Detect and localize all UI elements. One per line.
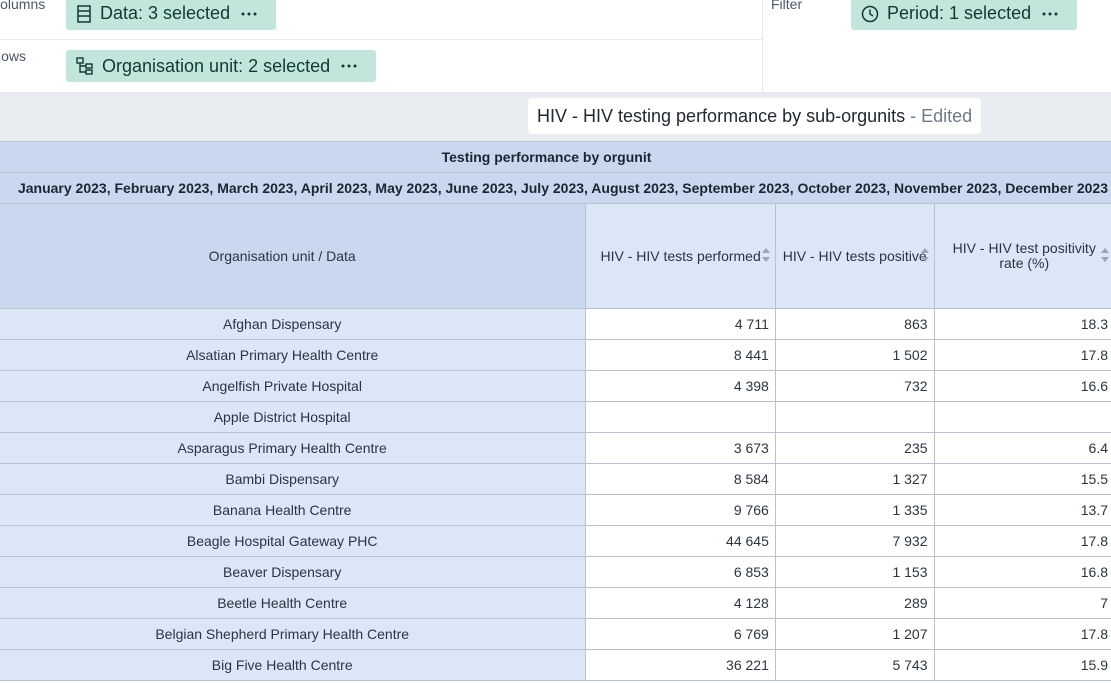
value-cell: 36 221	[585, 649, 776, 681]
period-chip[interactable]: Period: 1 selected	[851, 0, 1078, 30]
corner-header: Organisation unit / Data	[0, 203, 587, 309]
row-label: Beaver Dispensary	[0, 556, 587, 588]
sort-icon[interactable]	[761, 247, 771, 263]
rows-label: Rows	[0, 48, 27, 64]
value-cell: 1 153	[774, 556, 935, 588]
row-label: Angelfish Private Hospital	[0, 370, 587, 402]
row-label: Afghan Dispensary	[0, 308, 587, 340]
value-cell	[774, 401, 935, 433]
layout-panel: Columns Data: 3 selected Rows Organisati…	[0, 0, 1111, 93]
value-cell: 4 128	[585, 587, 776, 619]
more-icon[interactable]	[240, 11, 258, 17]
table-row: Angelfish Private Hospital 4 398 732 16.6	[0, 370, 1111, 402]
table-row: Bambi Dispensary 8 584 1 327 15.5	[0, 463, 1111, 495]
sort-icon[interactable]	[920, 247, 930, 263]
value-cell: 16.6	[933, 370, 1111, 402]
value-cell: 8 441	[585, 339, 776, 371]
orgunit-icon	[76, 57, 93, 75]
table: Testing performance by orgunit January 2…	[0, 141, 1111, 681]
table-row: Belgian Shepherd Primary Health Centre 6 …	[0, 618, 1111, 650]
value-cell: 8 584	[585, 463, 776, 495]
value-cell: 7	[933, 587, 1111, 619]
value-cell: 4 398	[585, 370, 776, 402]
pivot-table: Testing performance by orgunit January 2…	[0, 141, 1111, 681]
row-label: Banana Health Centre	[0, 494, 587, 526]
value-cell: 17.8	[933, 525, 1111, 557]
row-label: Big Five Health Centre	[0, 649, 587, 681]
orgunit-chip[interactable]: Organisation unit: 2 selected	[66, 50, 377, 82]
value-cell	[585, 401, 776, 433]
value-cell: 17.8	[933, 339, 1111, 371]
value-cell: 1 502	[774, 339, 935, 371]
period-icon	[861, 5, 879, 22]
value-cell: 289	[774, 587, 935, 619]
data-chip[interactable]: Data: 3 selected	[66, 0, 277, 30]
column-header-text: HIV - HIV test positivity rate (%)	[952, 240, 1096, 271]
more-icon[interactable]	[340, 63, 358, 69]
value-cell: 3 673	[585, 432, 776, 464]
value-cell: 6 769	[585, 618, 776, 650]
value-cell: 15.5	[933, 463, 1111, 495]
sort-icon[interactable]	[1100, 247, 1110, 263]
value-cell: 16.8	[933, 556, 1111, 588]
title-bar: HIV - HIV testing performance by sub-org…	[0, 93, 1111, 141]
column-header-text: HIV - HIV tests performed	[600, 247, 761, 264]
table-row: Alsatian Primary Health Centre 8 441 1 502…	[0, 339, 1111, 371]
value-cell: 7 932	[774, 525, 935, 557]
value-cell	[933, 401, 1111, 433]
more-icon[interactable]	[1041, 11, 1059, 17]
layout-axes: Columns Data: 3 selected Rows Organisati…	[0, 0, 763, 92]
value-cell: 13.7	[933, 494, 1111, 526]
value-cell: 44 645	[585, 525, 776, 557]
value-cell: 5 743	[774, 649, 935, 681]
value-cell: 732	[774, 370, 935, 402]
row-label: Beagle Hospital Gateway PHC	[0, 525, 587, 557]
value-cell: 235	[774, 432, 935, 464]
columns-label: Columns	[0, 0, 46, 12]
table-row: Banana Health Centre 9 766 1 335 13.7	[0, 494, 1111, 526]
periods-text: January 2023, February 2023, March 2023,…	[17, 180, 1108, 196]
column-header-text: HIV - HIV tests positive	[782, 247, 927, 264]
value-cell: 17.8	[933, 618, 1111, 650]
table-row: Beagle Hospital Gateway PHC 44 645 7 932 17…	[0, 525, 1111, 557]
value-cell: 9 766	[585, 494, 776, 526]
value-cell: 4 711	[585, 308, 776, 340]
columns-axis: Columns Data: 3 selected	[0, 0, 762, 40]
chip-text: Organisation unit: 2 selected	[102, 55, 331, 76]
title-text: HIV - HIV testing performance by sub-org…	[537, 105, 906, 126]
column-header[interactable]: HIV - HIV tests performed	[585, 203, 776, 309]
chip-text: Data: 3 selected	[100, 3, 231, 23]
column-header[interactable]: HIV - HIV test positivity rate (%)	[933, 203, 1111, 309]
value-cell: 863	[774, 308, 935, 340]
edited-status: - Edited	[910, 105, 973, 126]
table-row: Afghan Dispensary 4 711 863 18.3	[0, 308, 1111, 340]
value-cell: 6.4	[933, 432, 1111, 464]
table-row: Beaver Dispensary 6 853 1 153 16.8	[0, 556, 1111, 588]
value-cell: 1 335	[774, 494, 935, 526]
value-cell: 1 327	[774, 463, 935, 495]
period-header: January 2023, February 2023, March 2023,…	[0, 172, 1111, 204]
table-title: Testing performance by orgunit	[0, 141, 1111, 173]
row-label: Bambi Dispensary	[0, 463, 587, 495]
row-label: Apple District Hospital	[0, 401, 587, 433]
table-row: Apple District Hospital	[0, 401, 1111, 433]
value-cell: 1 207	[774, 618, 935, 650]
row-label: Asparagus Primary Health Centre	[0, 432, 587, 464]
row-label: Belgian Shepherd Primary Health Centre	[0, 618, 587, 650]
table-row: Asparagus Primary Health Centre 3 673 235 6…	[0, 432, 1111, 464]
value-cell: 15.9	[933, 649, 1111, 681]
chip-text: Period: 1 selected	[887, 3, 1032, 23]
row-label: Alsatian Primary Health Centre	[0, 339, 587, 371]
data-icon	[77, 4, 91, 23]
filter-label: Filter	[771, 0, 803, 12]
row-label: Beetle Health Centre	[0, 587, 587, 619]
table-row: Beetle Health Centre 4 128 289 7	[0, 587, 1111, 619]
value-cell: 6 853	[585, 556, 776, 588]
table-row: Big Five Health Centre 36 221 5 743 15.9	[0, 649, 1111, 681]
column-header[interactable]: HIV - HIV tests positive	[774, 203, 935, 309]
value-cell: 18.3	[933, 308, 1111, 340]
visualization-title: HIV - HIV testing performance by sub-org…	[528, 98, 982, 134]
